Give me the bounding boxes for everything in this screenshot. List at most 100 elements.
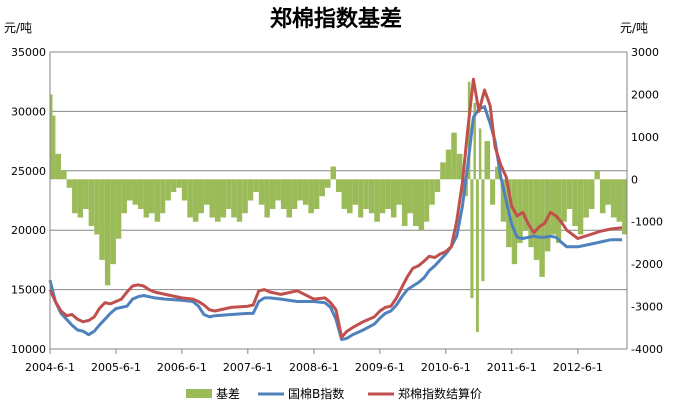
basis-bar	[490, 179, 496, 205]
basis-bar	[170, 179, 177, 193]
basis-bar	[297, 179, 303, 201]
basis-bar	[209, 179, 215, 218]
y-right-tick-label: 3000	[631, 46, 659, 59]
basis-bar	[517, 179, 523, 243]
basis-bar	[599, 179, 606, 214]
basis-bar	[236, 179, 243, 222]
basis-bar	[143, 179, 149, 218]
basis-bar	[434, 179, 441, 193]
right-axis-unit: 元/吨	[620, 21, 648, 35]
basis-bar	[475, 179, 479, 333]
basis-bar	[478, 128, 482, 180]
basis-bar	[253, 179, 259, 193]
y-right-tick-label: -2000	[631, 258, 663, 271]
basis-bar	[72, 179, 78, 214]
y-left-tick-label: 20000	[11, 224, 46, 237]
y-right-tick-label: -1000	[631, 216, 663, 229]
basis-bar	[50, 94, 53, 180]
y-left-tick-label: 30000	[11, 105, 46, 118]
basis-bar	[418, 179, 425, 231]
basis-bar	[583, 179, 589, 218]
basis-bar	[313, 179, 320, 209]
basis-bar	[121, 179, 127, 214]
basis-bar	[226, 179, 232, 209]
basis-bar	[594, 170, 600, 180]
basis-bar	[126, 179, 133, 201]
basis-bar	[588, 179, 595, 209]
y-left-tick-label: 10000	[11, 343, 46, 356]
basis-bar	[330, 166, 336, 180]
basis-bar	[556, 179, 562, 243]
basis-bar	[495, 166, 501, 180]
left-axis-unit: 元/吨	[4, 21, 32, 35]
basis-bar	[99, 179, 105, 260]
y-left-tick-label: 25000	[11, 165, 46, 178]
basis-bar	[341, 179, 347, 209]
basis-bar	[154, 179, 161, 222]
basis-bar	[561, 179, 567, 222]
basis-bar	[445, 149, 452, 180]
basis-bar	[302, 179, 309, 205]
basis-bar	[94, 179, 100, 235]
basis-bar	[52, 115, 56, 180]
basis-bar	[308, 179, 314, 214]
basis-bar	[132, 179, 138, 205]
basis-bar	[137, 179, 144, 209]
basis-bar	[500, 179, 507, 222]
basis-bar	[324, 179, 331, 188]
basis-bar	[605, 179, 611, 205]
basis-bar	[286, 179, 293, 218]
basis-bar	[616, 179, 623, 222]
basis-bar	[187, 179, 193, 218]
legend-label: 国棉B指数	[288, 386, 344, 401]
basis-bar	[110, 179, 116, 265]
basis-bars	[50, 81, 627, 333]
basis-bar	[385, 179, 391, 209]
basis-bar	[368, 179, 375, 214]
basis-bar	[220, 179, 227, 218]
y-left-tick-label: 15000	[11, 284, 46, 297]
legend: 基差 国棉B指数 郑棉指数结算价	[186, 386, 482, 401]
basis-bar	[358, 179, 364, 218]
basis-bar	[396, 179, 402, 205]
basis-bar	[522, 179, 529, 231]
basis-bar	[203, 179, 210, 205]
y-right-tick-label: -4000	[631, 343, 663, 356]
basis-bar	[165, 179, 171, 201]
basis-bar	[484, 141, 491, 180]
basis-bar	[346, 179, 353, 214]
basis-bar	[577, 179, 584, 235]
x-tick-label: 2006-6-1	[157, 361, 207, 374]
price-lines	[48, 77, 623, 341]
basis-bar	[511, 179, 518, 265]
x-tick-label: 2011-6-1	[487, 361, 537, 374]
legend-label: 郑棉指数结算价	[398, 386, 482, 401]
basis-bar	[622, 179, 627, 235]
basis-bar	[424, 179, 430, 222]
basis-bar	[77, 179, 84, 218]
x-tick-label: 2012-6-1	[553, 361, 603, 374]
zhengmian-settlement-line	[48, 77, 623, 339]
basis-bar	[473, 102, 476, 180]
basis-bar	[374, 179, 380, 222]
axes: 100001500020000250003000035000-4000-3000…	[11, 46, 663, 374]
x-tick-label: 2008-6-1	[289, 361, 339, 374]
basis-bar	[148, 179, 155, 214]
x-tick-label: 2004-6-1	[25, 361, 75, 374]
basis-bar	[176, 179, 182, 188]
basis-bar	[242, 179, 248, 214]
basis-bar	[481, 179, 485, 282]
basis-bar	[61, 170, 67, 180]
basis-bar	[440, 162, 446, 180]
basis-bar	[412, 179, 419, 226]
legend-label: 基差	[216, 387, 240, 401]
basis-bar	[335, 179, 342, 193]
basis-bar	[66, 179, 73, 188]
basis-bar	[192, 179, 199, 222]
basis-bar	[451, 132, 457, 180]
basis-bar	[88, 179, 95, 226]
basis-bar	[407, 179, 413, 214]
basis-bar	[470, 179, 474, 299]
y-right-tick-label: -3000	[631, 301, 663, 314]
basis-bar	[319, 179, 325, 197]
